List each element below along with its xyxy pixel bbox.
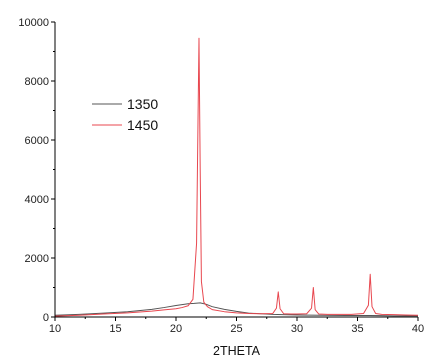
- x-tick-label: 30: [291, 323, 303, 335]
- legend-label-1450: 1450: [127, 117, 158, 133]
- series-line-1350: [54, 302, 418, 317]
- x-tick-label: 20: [170, 323, 182, 335]
- x-tick-label: 35: [351, 323, 363, 335]
- x-axis-ticks: 10 15 20 25 30 35 40: [49, 317, 424, 335]
- x-tick-label: 15: [109, 323, 121, 335]
- y-tick-label: 8000: [25, 76, 49, 88]
- legend-label-1350: 1350: [127, 96, 158, 112]
- series-layer: [54, 37, 419, 317]
- y-tick-label: 4000: [25, 194, 49, 206]
- y-tick-label: 10000: [18, 17, 49, 29]
- y-tick-label: 2000: [25, 253, 49, 265]
- x-tick-label: 25: [230, 323, 242, 335]
- y-axis-ticks: 0 2000 4000 6000 8000 10000: [18, 17, 55, 324]
- y-tick-label: 6000: [25, 135, 49, 147]
- legend: 1350 1450: [92, 96, 158, 133]
- x-tick-label: 10: [49, 323, 61, 335]
- x-tick-label: 40: [412, 323, 424, 335]
- series-line-1450: [54, 37, 419, 317]
- x-axis-title: 2THETA: [213, 344, 261, 358]
- y-tick-label: 0: [43, 312, 49, 324]
